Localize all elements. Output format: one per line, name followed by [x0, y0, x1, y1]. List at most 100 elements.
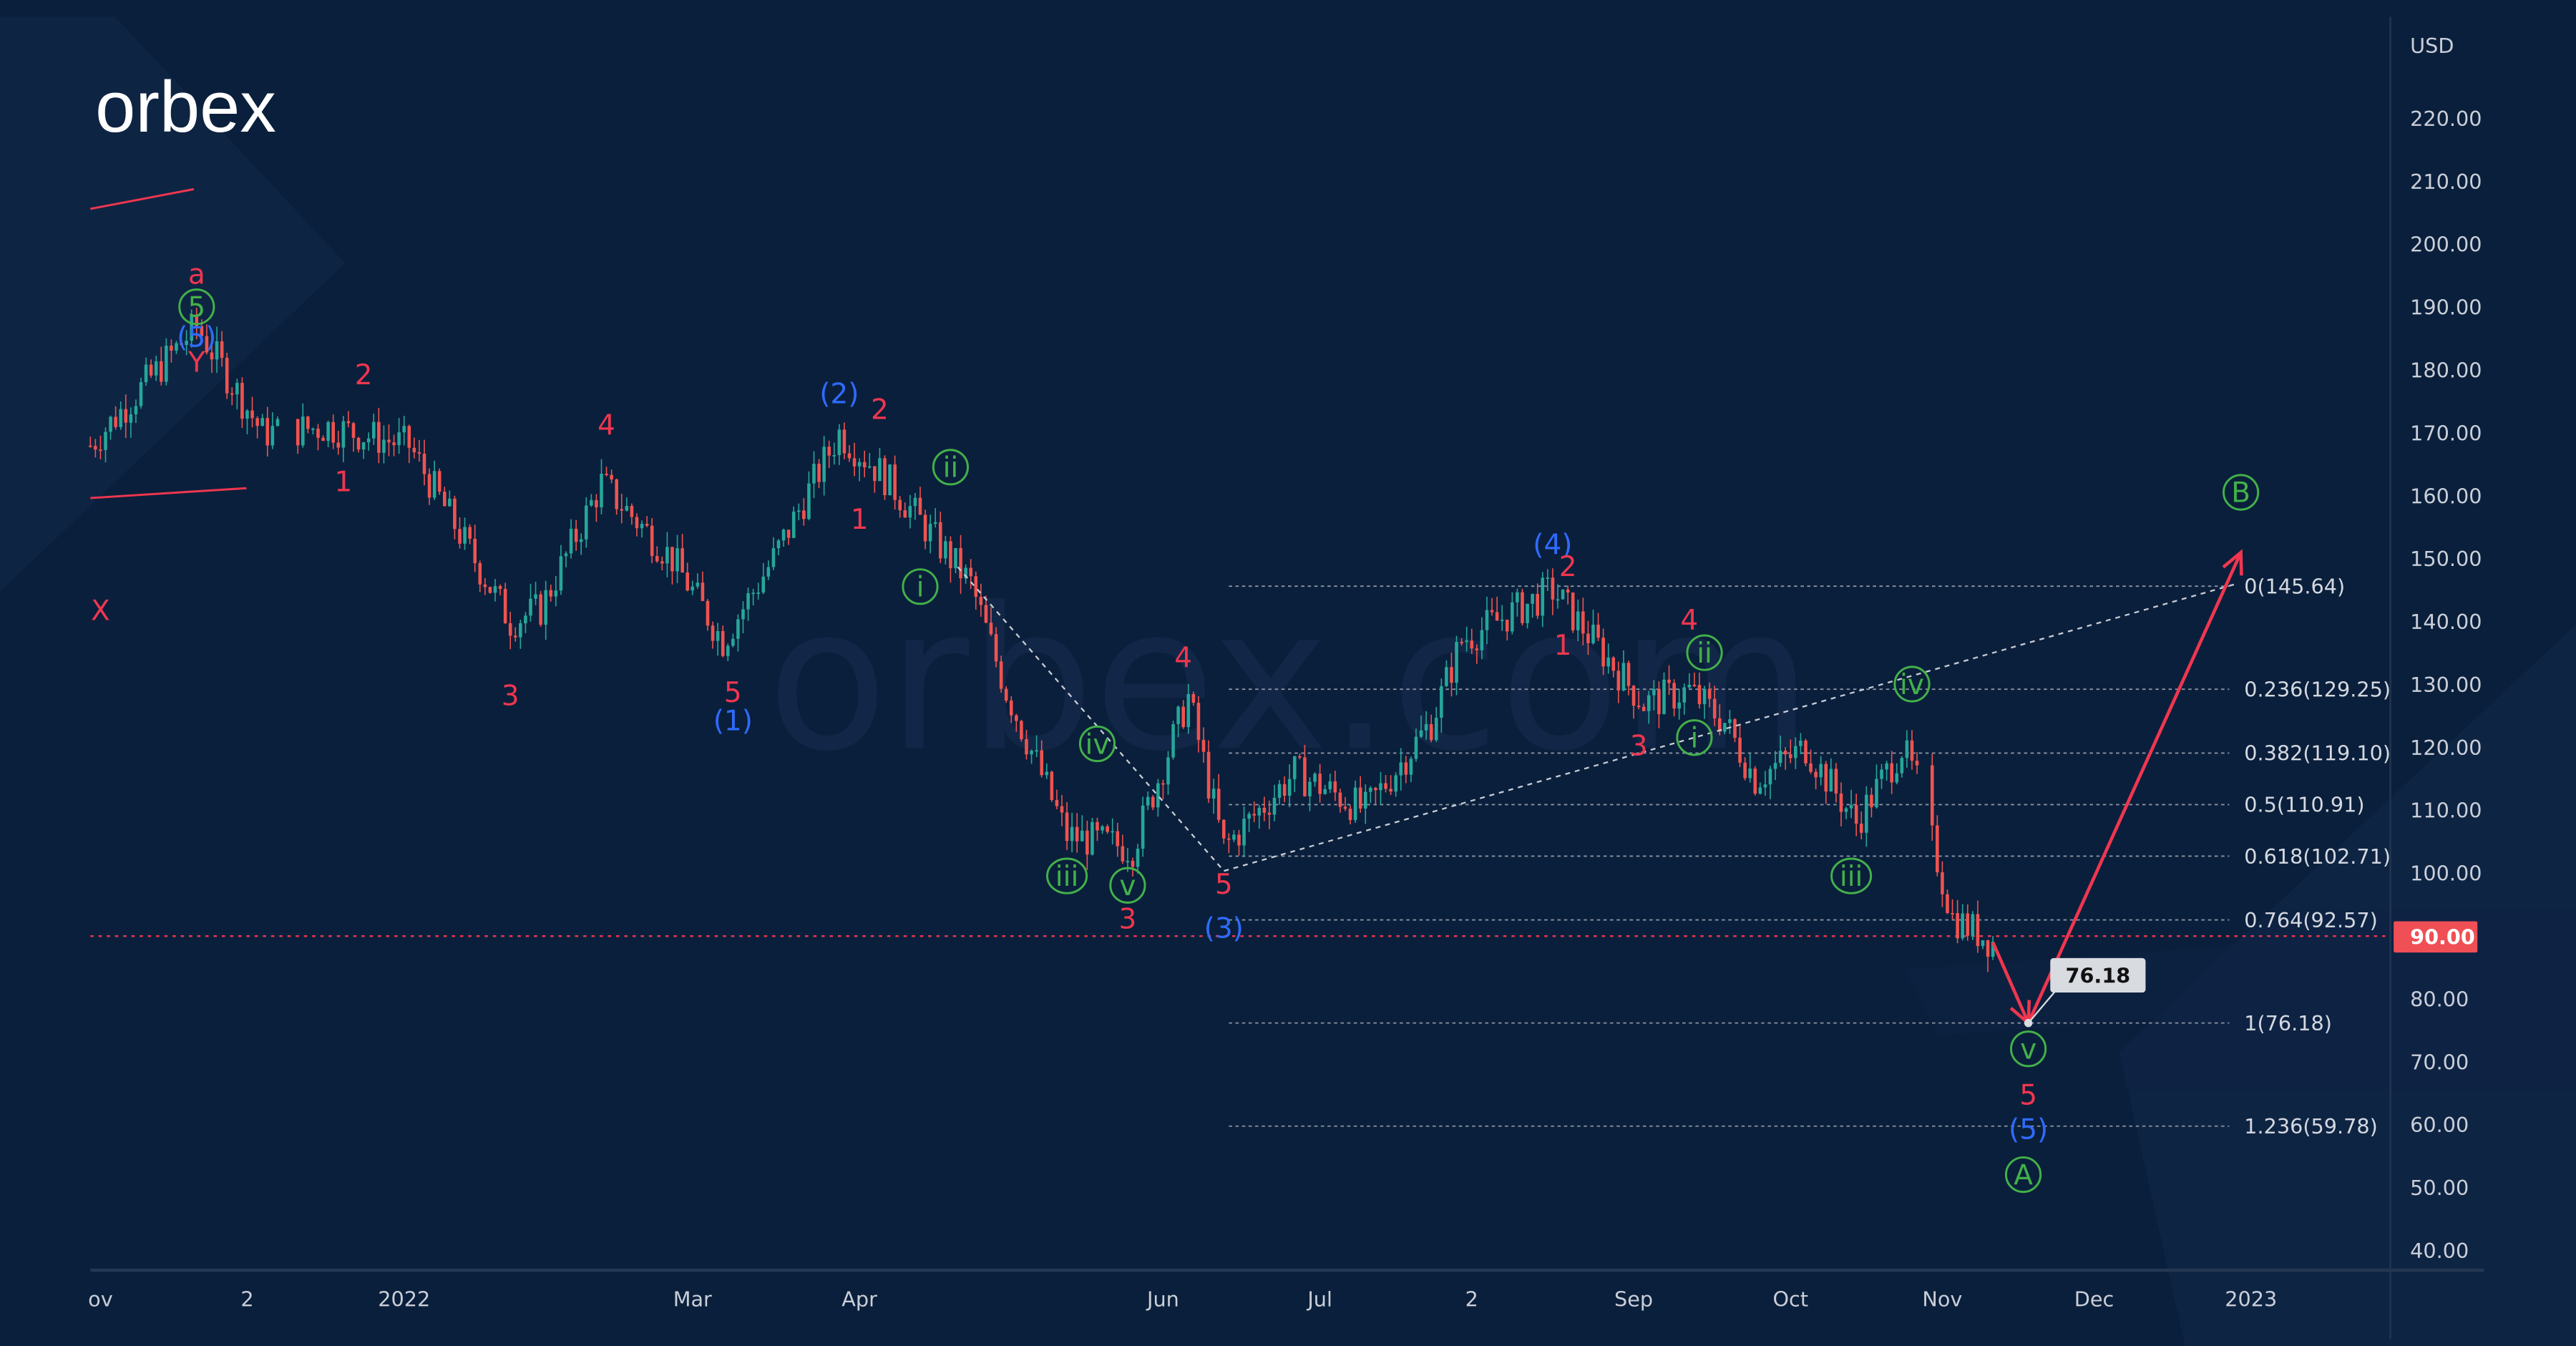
candle-body — [883, 458, 887, 495]
candle-body — [275, 419, 280, 426]
candle-body — [1646, 695, 1651, 711]
candle-body — [1677, 702, 1681, 709]
fibonacci-retracement[interactable]: 0(145.64) 0.236(129.25) 0.382(119.10) 0.5(1… — [1229, 574, 2391, 1138]
candle-body — [1728, 719, 1732, 723]
dashed-lines[interactable] — [957, 566, 2238, 872]
candle-body — [1287, 779, 1292, 796]
candle-body — [928, 524, 932, 542]
wave-label: 1 — [851, 504, 869, 536]
y-tick-label: 40.00 — [2410, 1239, 2469, 1263]
candle-body — [387, 439, 391, 443]
trendlines[interactable] — [89, 187, 247, 499]
candle-body — [1561, 589, 1565, 600]
candle-body — [1080, 830, 1084, 842]
candle-body — [802, 510, 806, 520]
candle-body — [1455, 642, 1458, 683]
candle-body — [1505, 619, 1509, 632]
candle-body — [796, 510, 801, 512]
wave-label: (3) — [1204, 912, 1244, 945]
candle-body — [1434, 718, 1438, 741]
candle-body — [1839, 793, 1843, 812]
candle-body — [1141, 805, 1145, 849]
x-tick-label: 2 — [1465, 1287, 1478, 1312]
candle-body — [1384, 783, 1387, 789]
candle-body — [964, 567, 967, 579]
y-tick-label: 220.00 — [2410, 107, 2482, 131]
candle-body — [1956, 913, 1959, 939]
wave-label: A — [2014, 1159, 2033, 1191]
candle-body — [1712, 698, 1717, 718]
red-trendline-upper[interactable] — [89, 187, 195, 210]
candle-body — [1900, 758, 1904, 774]
x-axis[interactable]: ov 2 2022 Mar Apr Jun Jul 2 Sep Oct Nov Dec 2023 — [88, 1287, 2277, 1312]
candle-body — [1626, 663, 1631, 686]
candle-body — [1829, 769, 1833, 792]
candle-body — [569, 528, 573, 554]
candle-body — [852, 458, 857, 467]
candle-body — [812, 464, 816, 484]
candle-body — [691, 586, 695, 591]
candle-body — [1221, 819, 1226, 839]
candle-body — [1556, 599, 1560, 601]
candle-body — [640, 523, 644, 529]
candle-body — [1611, 657, 1616, 671]
candle-body — [331, 421, 335, 443]
candle-body — [761, 576, 766, 593]
projection-arrow-line[interactable] — [2026, 552, 2243, 1024]
wave-label: (1) — [713, 705, 753, 737]
candle-body — [190, 314, 193, 341]
candle-body — [1075, 826, 1079, 842]
candle-body — [1206, 751, 1211, 799]
candle-body — [210, 352, 214, 360]
x-tick-label: Apr — [841, 1287, 877, 1312]
candle-body — [944, 541, 947, 559]
candle-body — [559, 556, 563, 591]
candle-body — [1025, 738, 1028, 755]
candle-body — [949, 541, 952, 569]
candle-body — [680, 548, 684, 572]
candle-body — [1652, 688, 1656, 696]
candle-body — [230, 393, 234, 395]
candle-body — [1844, 808, 1848, 812]
candle-body — [857, 462, 862, 467]
x-tick-label: Dec — [2074, 1287, 2114, 1312]
y-tick-label: 110.00 — [2410, 799, 2482, 823]
candle-body — [508, 623, 512, 636]
candle-body — [655, 556, 659, 562]
wave-label-circle — [1676, 719, 1713, 756]
candle-body — [534, 594, 537, 599]
wave-label: iii — [1055, 861, 1079, 893]
candle-body — [139, 382, 143, 406]
candle-body — [842, 429, 847, 454]
candle-body — [1687, 684, 1692, 688]
candle-body — [1429, 724, 1433, 741]
candle-body — [296, 419, 300, 446]
candle-body — [1040, 750, 1043, 776]
candle-body — [974, 576, 978, 598]
candle-body — [301, 416, 305, 446]
projection-arrow-line[interactable] — [1991, 942, 2030, 1024]
candle-body — [1191, 694, 1196, 703]
candle-body — [1440, 686, 1443, 718]
candle-body — [94, 446, 97, 450]
candle-body — [270, 426, 275, 446]
wave-label: 3 — [1119, 903, 1137, 935]
x-tick-label: Nov — [1922, 1287, 1962, 1312]
y-axis[interactable]: 220.00 210.00 200.00 190.00 180.00 170.00 160.… — [2410, 107, 2482, 1263]
candle-body — [1753, 769, 1757, 794]
candle-body — [1091, 821, 1094, 855]
red-trendline-lower[interactable] — [90, 487, 247, 499]
candle-body — [549, 590, 553, 597]
candle-body — [817, 464, 821, 482]
wave-label: 5 — [1215, 869, 1233, 901]
dashed-line-up[interactable] — [1224, 582, 2238, 872]
wave-label: B — [2231, 477, 2250, 509]
candle-body — [1697, 685, 1702, 705]
dashed-line-down[interactable] — [957, 566, 1225, 872]
candle-body — [1292, 756, 1297, 779]
candle-body — [1717, 718, 1722, 732]
y-tick-label: 200.00 — [2410, 233, 2482, 257]
candle-body — [1318, 774, 1322, 794]
candle-body — [554, 590, 558, 597]
